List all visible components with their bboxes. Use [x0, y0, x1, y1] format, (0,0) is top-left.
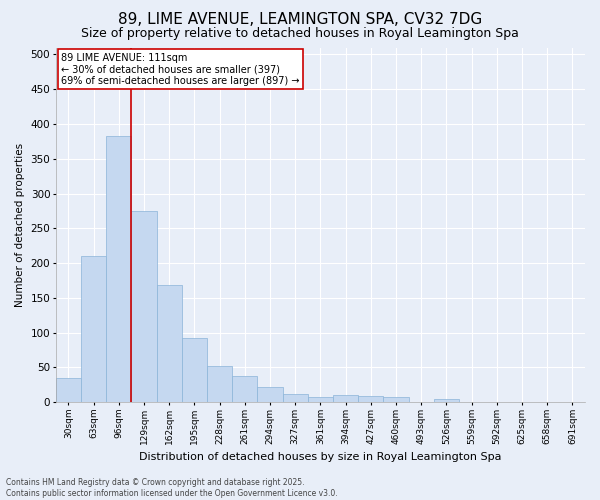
Text: Size of property relative to detached houses in Royal Leamington Spa: Size of property relative to detached ho… — [81, 28, 519, 40]
Bar — [333, 396, 358, 402]
Bar — [308, 398, 333, 402]
Bar — [283, 394, 308, 402]
Bar — [182, 338, 207, 402]
Bar — [232, 376, 257, 402]
Bar — [358, 396, 383, 402]
Bar — [383, 396, 409, 402]
Text: Contains HM Land Registry data © Crown copyright and database right 2025.
Contai: Contains HM Land Registry data © Crown c… — [6, 478, 338, 498]
Bar — [257, 387, 283, 402]
Bar — [207, 366, 232, 402]
Text: 89, LIME AVENUE, LEAMINGTON SPA, CV32 7DG: 89, LIME AVENUE, LEAMINGTON SPA, CV32 7D… — [118, 12, 482, 28]
Bar — [106, 136, 131, 402]
X-axis label: Distribution of detached houses by size in Royal Leamington Spa: Distribution of detached houses by size … — [139, 452, 502, 462]
Bar — [81, 256, 106, 402]
Bar — [157, 286, 182, 402]
Y-axis label: Number of detached properties: Number of detached properties — [15, 143, 25, 307]
Bar — [434, 399, 459, 402]
Text: 89 LIME AVENUE: 111sqm
← 30% of detached houses are smaller (397)
69% of semi-de: 89 LIME AVENUE: 111sqm ← 30% of detached… — [61, 53, 299, 86]
Bar — [131, 211, 157, 402]
Bar — [56, 378, 81, 402]
